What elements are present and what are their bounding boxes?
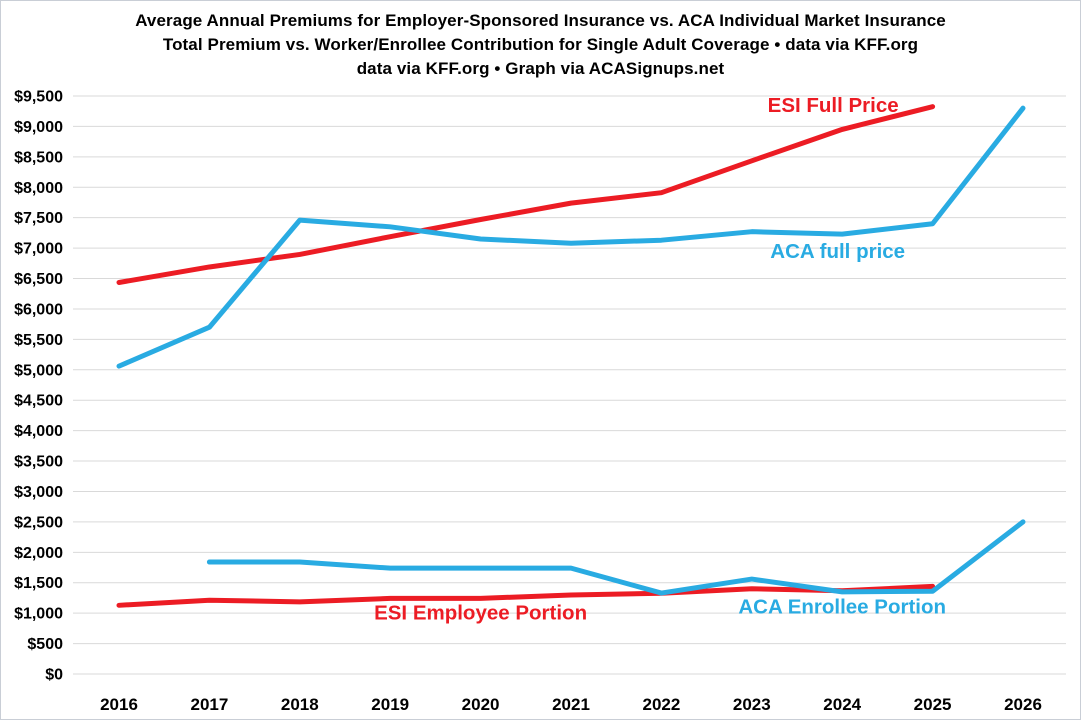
y-axis-tick-label: $1,000 xyxy=(14,606,63,623)
y-axis-tick-label: $5,500 xyxy=(14,332,63,349)
y-axis-tick-label: $2,000 xyxy=(14,545,63,562)
x-axis-tick-label: 2026 xyxy=(1004,695,1042,714)
y-axis-tick-label: $0 xyxy=(45,667,63,684)
chart-title-line2: Total Premium vs. Worker/Enrollee Contri… xyxy=(162,35,919,54)
x-axis-tick-label: 2024 xyxy=(823,695,861,714)
y-axis-tick-label: $2,500 xyxy=(14,514,63,531)
series-line-esi-employee-portion xyxy=(116,583,936,608)
x-axis-tick-label: 2023 xyxy=(733,695,771,714)
y-axis-tick-label: $5,000 xyxy=(14,362,63,379)
y-axis-tick-label: $6,500 xyxy=(14,271,63,288)
y-axis-tick-label: $500 xyxy=(27,636,63,653)
y-axis-tick-label: $1,500 xyxy=(14,575,63,592)
y-axis-tick-label: $8,000 xyxy=(14,180,63,197)
series-label-aca-full-price: ACA full price xyxy=(770,240,905,263)
series-label-esi-full-price: ESI Full Price xyxy=(768,94,899,117)
x-axis-tick-label: 2019 xyxy=(371,695,409,714)
series-line-aca-full-price xyxy=(116,105,1026,369)
y-axis-tick-label: $3,000 xyxy=(14,484,63,501)
y-axis-tick-label: $3,500 xyxy=(14,454,63,471)
series-label-aca-enrollee-portion: ACA Enrollee Portion xyxy=(738,595,946,618)
y-axis-tick-label: $7,500 xyxy=(14,210,63,227)
series-line-esi-full-price xyxy=(116,104,936,285)
x-axis-tick-label: 2017 xyxy=(190,695,228,714)
x-axis-tick-label: 2016 xyxy=(100,695,138,714)
chart-title-line3: data via KFF.org • Graph via ACASignups.… xyxy=(356,59,725,78)
chart-title-block: Average Annual Premiums for Employer-Spo… xyxy=(1,9,1080,81)
series-label-esi-employee-portion: ESI Employee Portion xyxy=(374,602,587,625)
y-axis-tick-label: $4,500 xyxy=(14,393,63,410)
y-axis-tick-label: $7,000 xyxy=(14,241,63,258)
x-axis-tick-label: 2020 xyxy=(462,695,500,714)
x-axis-tick-label: 2025 xyxy=(914,695,952,714)
y-axis-tick-label: $8,500 xyxy=(14,149,63,166)
y-axis-tick-label: $6,000 xyxy=(14,301,63,318)
series-line-aca-enrollee-portion xyxy=(206,519,1026,596)
x-axis-tick-label: 2021 xyxy=(552,695,590,714)
x-axis-tick-label: 2018 xyxy=(281,695,319,714)
y-axis-tick-label: $9,000 xyxy=(14,119,63,136)
x-axis-tick-label: 2022 xyxy=(642,695,680,714)
y-axis-tick-label: $4,000 xyxy=(14,423,63,440)
chart-title-line1: Average Annual Premiums for Employer-Spo… xyxy=(135,11,946,30)
y-axis-tick-label: $9,500 xyxy=(14,89,63,106)
